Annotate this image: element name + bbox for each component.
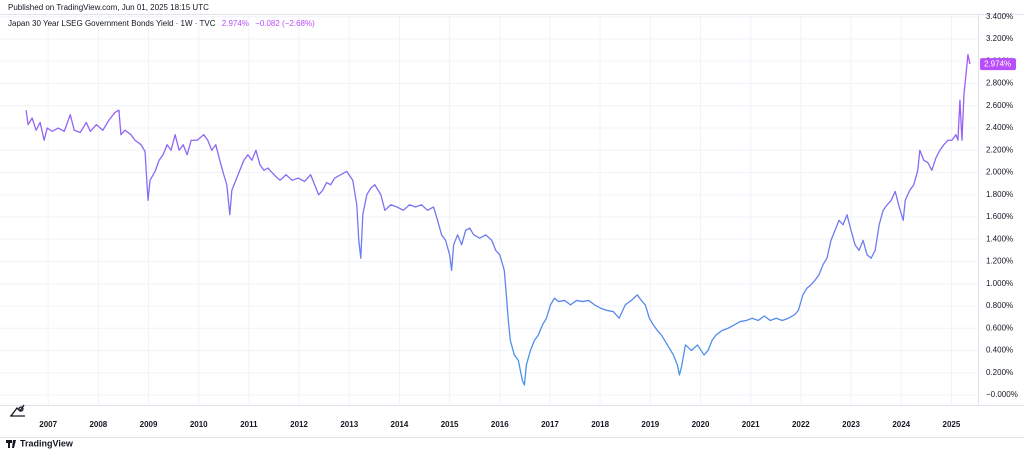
x-tick-label: 2011 (240, 420, 258, 429)
last-price-label: 2.974% (984, 59, 1011, 68)
price-line (25, 53, 971, 386)
y-tick-label: 0.800% (986, 301, 1013, 310)
x-tick-label: 2008 (89, 420, 107, 429)
x-tick-label: 2019 (641, 420, 659, 429)
legend-name: Japan 30 Year LSEG Government Bonds Yiel… (8, 19, 216, 28)
last-price-tag (980, 58, 1016, 71)
x-tick-label: 2010 (190, 420, 208, 429)
x-tick-label: 2024 (892, 420, 910, 429)
y-tick-label: 0.400% (986, 346, 1013, 355)
x-tick-label: 2017 (541, 420, 559, 429)
legend-change: −0.082 (−2.68%) (255, 19, 315, 28)
x-tick-label: 2020 (692, 420, 710, 429)
y-tick-label: 0.600% (986, 323, 1013, 332)
y-tick-label: −0.000% (986, 390, 1018, 399)
x-tick-label: 2015 (441, 420, 459, 429)
x-tick-label: 2013 (340, 420, 358, 429)
x-tick-label: 2007 (39, 420, 57, 429)
y-tick-label: 1.000% (986, 279, 1013, 288)
legend-last: 2.974% (222, 19, 249, 28)
x-tick-label: 2012 (290, 420, 308, 429)
y-tick-label: 1.400% (986, 234, 1013, 243)
y-tick-label: 2.600% (986, 101, 1013, 110)
y-tick-label: 1.800% (986, 190, 1013, 199)
y-tick-label: 3.400% (986, 12, 1013, 21)
x-tick-label: 2018 (591, 420, 609, 429)
y-tick-label: 2.200% (986, 145, 1013, 154)
y-tick-label: 3.200% (986, 34, 1013, 43)
y-tick-label: 2.000% (986, 168, 1013, 177)
x-tick-label: 2016 (491, 420, 509, 429)
brand: TradingView (20, 438, 74, 448)
x-tick-label: 2023 (842, 420, 860, 429)
legend: Japan 30 Year LSEG Government Bonds Yiel… (8, 19, 315, 28)
x-tick-label: 2009 (140, 420, 158, 429)
y-tick-label: 1.600% (986, 212, 1013, 221)
x-tick-label: 2014 (391, 420, 409, 429)
y-tick-label: 1.200% (986, 257, 1013, 266)
x-tick-label: 2021 (742, 420, 760, 429)
brand-icon (6, 440, 16, 448)
x-tick-label: 2022 (792, 420, 810, 429)
logo-mark (10, 404, 25, 417)
x-tick-label: 2025 (943, 420, 961, 429)
published-note: Published on TradingView.com, Jun 01, 20… (8, 3, 209, 12)
grid (0, 14, 978, 405)
y-tick-label: 0.200% (986, 368, 1013, 377)
y-tick-label: 2.400% (986, 123, 1013, 132)
y-tick-label: 2.800% (986, 79, 1013, 88)
